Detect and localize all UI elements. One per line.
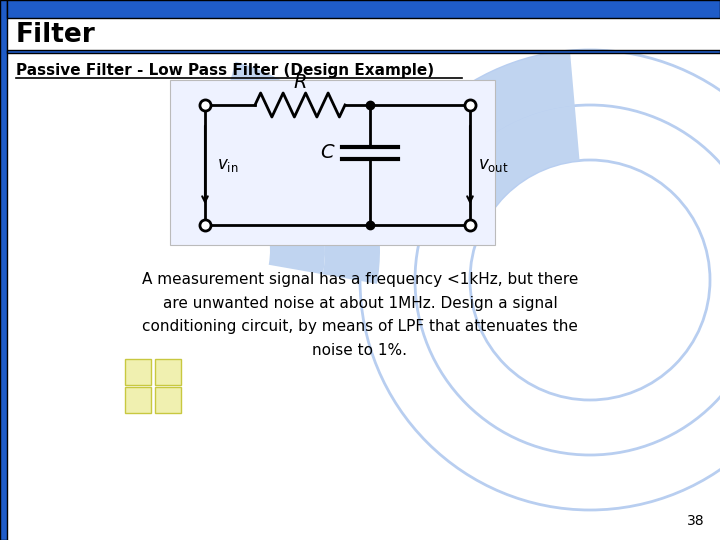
Text: $R$: $R$ [293, 73, 307, 92]
FancyBboxPatch shape [125, 359, 151, 385]
Wedge shape [207, 115, 325, 274]
Wedge shape [402, 51, 575, 180]
FancyBboxPatch shape [155, 387, 181, 413]
Text: $C$: $C$ [320, 144, 336, 163]
Wedge shape [221, 62, 380, 284]
FancyBboxPatch shape [7, 50, 720, 53]
Text: Filter: Filter [16, 22, 96, 48]
FancyBboxPatch shape [7, 0, 720, 18]
Text: Passive Filter - Low Pass Filter (Design Example): Passive Filter - Low Pass Filter (Design… [16, 63, 434, 78]
FancyBboxPatch shape [0, 0, 7, 540]
Wedge shape [446, 106, 580, 211]
FancyBboxPatch shape [155, 359, 181, 385]
Text: 38: 38 [688, 514, 705, 528]
FancyBboxPatch shape [125, 387, 151, 413]
Text: $v_{\rm out}$: $v_{\rm out}$ [478, 156, 509, 174]
Text: A measurement signal has a frequency <1kHz, but there
are unwanted noise at abou: A measurement signal has a frequency <1k… [142, 272, 578, 357]
FancyBboxPatch shape [170, 80, 495, 245]
Text: $v_{\rm in}$: $v_{\rm in}$ [217, 156, 238, 174]
